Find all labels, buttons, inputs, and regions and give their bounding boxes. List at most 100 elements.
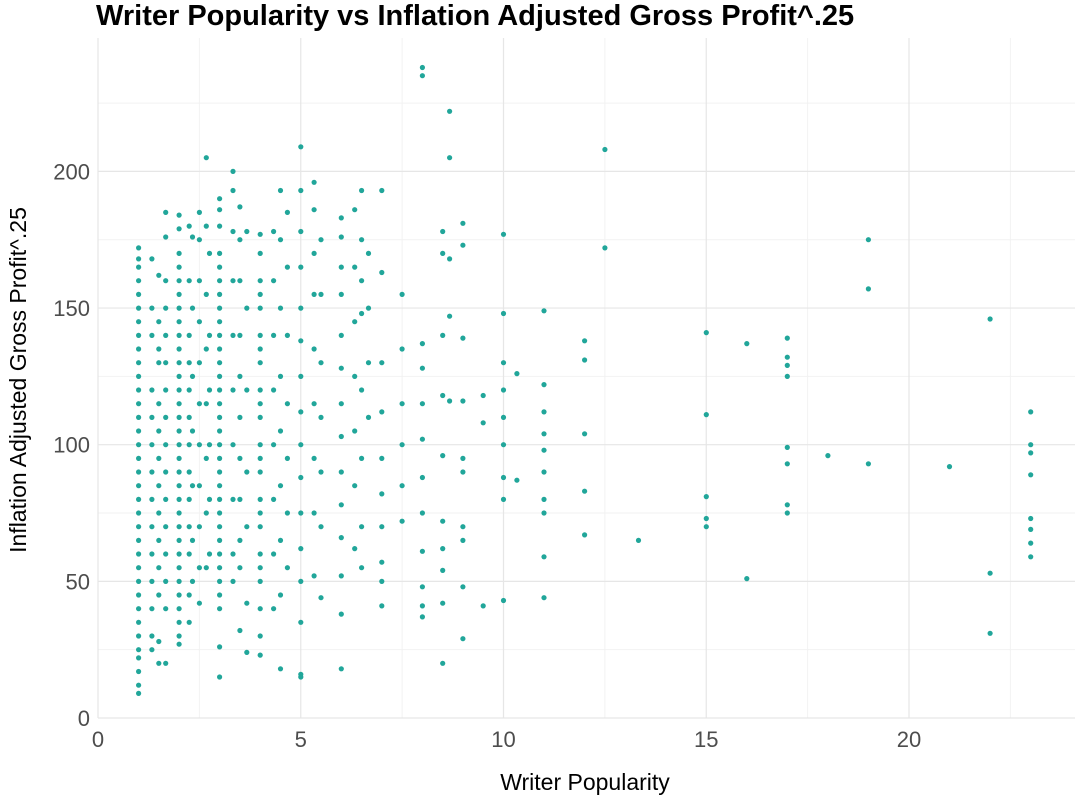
data-point xyxy=(196,524,202,530)
data-point xyxy=(338,611,344,617)
data-point xyxy=(365,305,372,311)
data-point xyxy=(298,409,304,415)
data-point xyxy=(440,332,446,338)
data-point xyxy=(284,264,290,270)
data-point xyxy=(163,660,169,666)
data-point xyxy=(311,291,317,297)
data-point xyxy=(136,578,142,585)
data-point xyxy=(237,537,243,544)
data-point xyxy=(136,647,142,653)
data-point xyxy=(460,537,466,544)
data-point xyxy=(203,223,209,229)
data-point xyxy=(244,469,250,475)
data-point xyxy=(203,291,209,297)
data-point xyxy=(359,237,365,243)
data-point xyxy=(271,387,277,393)
data-point xyxy=(136,565,142,571)
data-point xyxy=(186,278,192,284)
data-point xyxy=(541,447,547,453)
x-tick-label: 5 xyxy=(295,727,307,752)
data-point xyxy=(352,373,358,379)
data-point xyxy=(217,442,223,448)
data-point xyxy=(206,442,213,448)
data-point xyxy=(399,442,405,448)
data-point xyxy=(217,401,223,407)
data-point xyxy=(186,414,192,420)
data-point xyxy=(541,554,547,560)
data-point xyxy=(359,278,365,284)
data-point xyxy=(365,250,372,256)
data-point xyxy=(136,373,142,379)
data-point xyxy=(257,633,263,639)
data-point xyxy=(460,398,466,404)
data-point xyxy=(217,332,223,338)
data-point xyxy=(298,373,304,379)
data-point xyxy=(440,518,446,524)
data-point xyxy=(284,455,290,461)
data-point xyxy=(156,428,162,434)
data-point xyxy=(1028,526,1034,533)
data-point xyxy=(156,346,162,352)
data-point xyxy=(447,313,453,319)
data-point xyxy=(379,603,385,609)
data-point xyxy=(298,187,304,194)
y-tick-labels: 0 50 100 150 200 xyxy=(53,159,90,731)
data-point xyxy=(379,360,385,366)
data-point xyxy=(163,469,169,475)
data-point xyxy=(298,619,304,625)
data-point xyxy=(271,496,277,502)
data-point xyxy=(298,442,304,448)
data-point xyxy=(379,409,385,415)
data-point xyxy=(206,496,213,502)
data-point xyxy=(500,414,507,420)
data-point xyxy=(217,360,223,366)
data-point xyxy=(244,305,250,311)
data-point xyxy=(163,578,169,585)
data-point xyxy=(480,603,486,609)
data-point xyxy=(257,510,263,516)
data-point xyxy=(196,360,202,366)
data-point xyxy=(460,524,466,530)
data-point xyxy=(149,578,155,585)
data-point xyxy=(541,496,547,502)
data-point xyxy=(156,592,162,598)
data-point xyxy=(176,641,182,647)
data-point xyxy=(149,469,155,475)
data-point xyxy=(277,666,284,672)
data-point xyxy=(338,264,344,270)
data-point xyxy=(318,595,324,601)
data-point xyxy=(217,373,223,379)
data-point xyxy=(257,231,263,237)
data-point xyxy=(277,428,284,434)
data-point xyxy=(156,565,162,571)
data-point xyxy=(156,319,162,325)
data-point xyxy=(277,305,284,311)
x-tick-labels: 0 5 10 15 20 xyxy=(92,727,921,752)
data-point xyxy=(156,638,162,645)
data-point xyxy=(176,428,182,434)
data-point xyxy=(189,305,196,311)
data-point xyxy=(311,401,317,407)
data-point xyxy=(196,278,202,284)
data-point xyxy=(298,474,304,481)
data-point xyxy=(163,209,169,215)
data-point xyxy=(217,578,223,585)
data-point xyxy=(379,455,385,461)
data-point xyxy=(541,595,547,601)
data-point xyxy=(784,461,790,467)
data-point xyxy=(447,155,453,161)
y-tick-label: 200 xyxy=(53,159,90,184)
data-point xyxy=(189,428,196,434)
data-point xyxy=(311,455,317,461)
data-point xyxy=(1028,409,1034,415)
data-point xyxy=(582,488,588,494)
data-point xyxy=(419,584,425,590)
data-point xyxy=(136,319,142,325)
data-point xyxy=(419,603,425,609)
data-point xyxy=(230,551,236,557)
data-point xyxy=(379,578,385,585)
data-point xyxy=(865,286,872,292)
data-point xyxy=(284,332,290,338)
data-point xyxy=(206,551,213,557)
